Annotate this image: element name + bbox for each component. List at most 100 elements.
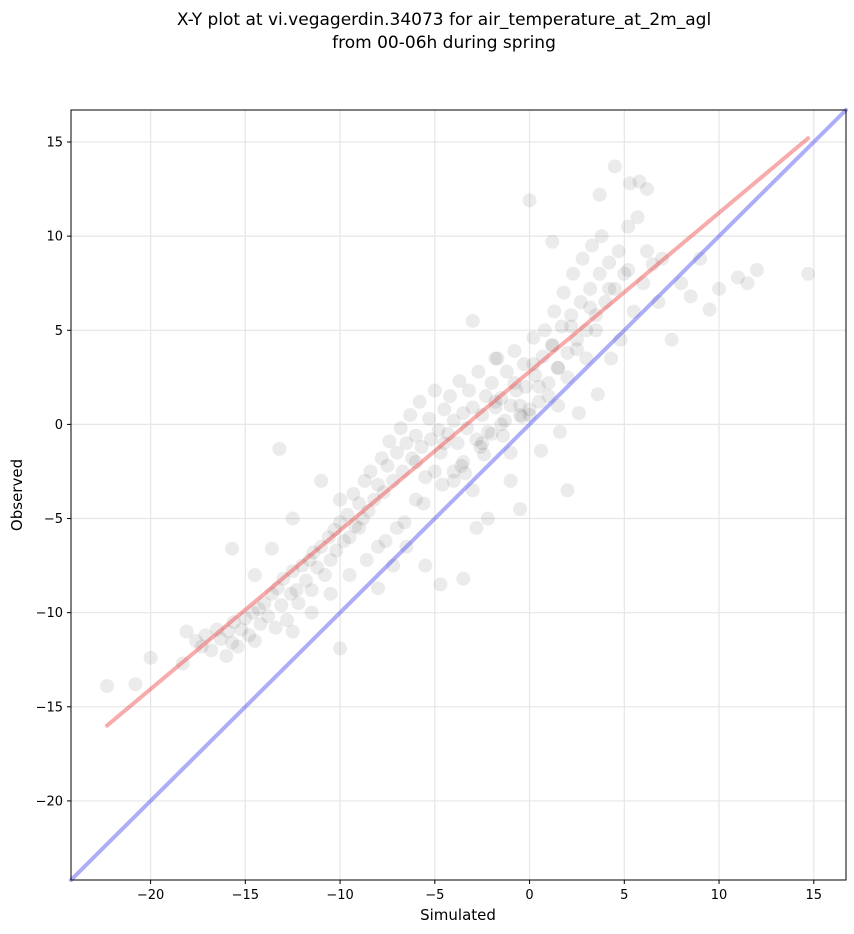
data-point — [456, 571, 471, 586]
data-point — [363, 464, 378, 479]
data-point — [588, 323, 603, 338]
data-point — [458, 466, 473, 481]
data-point — [547, 304, 562, 319]
data-point — [352, 520, 367, 535]
data-point — [234, 622, 249, 637]
data-point — [225, 541, 240, 556]
data-point — [285, 564, 300, 579]
data-point — [545, 234, 560, 249]
data-point — [422, 411, 437, 426]
data-point — [640, 182, 655, 197]
data-point — [528, 368, 543, 383]
data-point — [541, 375, 556, 390]
data-point — [283, 586, 298, 601]
data-point — [513, 398, 528, 413]
data-point — [611, 244, 626, 259]
data-point — [452, 374, 467, 389]
y-tick-label: −20 — [36, 794, 63, 809]
data-point — [683, 289, 698, 304]
data-point — [484, 375, 499, 390]
data-point — [469, 520, 484, 535]
data-point — [370, 581, 385, 596]
data-point — [446, 413, 461, 428]
data-point — [535, 349, 550, 364]
data-point — [321, 530, 336, 545]
data-point — [175, 656, 190, 671]
y-tick-label: −15 — [36, 700, 63, 715]
data-point — [238, 611, 253, 626]
data-point — [560, 370, 575, 385]
data-point — [626, 304, 641, 319]
data-point — [712, 281, 727, 296]
data-point — [456, 455, 471, 470]
data-point — [484, 426, 499, 441]
data-point — [513, 502, 528, 517]
chart-subtitle: from 00-06h during spring — [332, 33, 556, 53]
x-tick-label: −5 — [425, 888, 444, 903]
data-point — [378, 534, 393, 549]
data-point — [545, 338, 560, 353]
data-point — [571, 406, 586, 421]
data-point — [497, 413, 512, 428]
y-axis-label: Observed — [8, 459, 26, 531]
data-point — [348, 519, 363, 534]
data-point — [550, 360, 565, 375]
data-point — [323, 552, 338, 567]
data-point — [342, 568, 357, 583]
data-point — [801, 266, 816, 281]
data-point — [437, 436, 452, 451]
data-point — [264, 541, 279, 556]
data-point — [583, 300, 598, 315]
data-point — [302, 552, 317, 567]
data-point — [607, 159, 622, 174]
data-point — [264, 586, 279, 601]
data-point — [327, 522, 342, 537]
data-point — [221, 624, 236, 639]
data-point — [245, 605, 260, 620]
data-point — [583, 281, 598, 296]
data-point — [509, 383, 524, 398]
data-point — [526, 330, 541, 345]
data-point — [257, 596, 272, 611]
data-point — [374, 451, 389, 466]
data-point — [636, 276, 651, 291]
data-point — [433, 577, 448, 592]
data-point — [488, 400, 503, 415]
data-point — [306, 545, 321, 560]
data-point — [514, 409, 529, 424]
data-point — [395, 464, 410, 479]
data-point — [389, 520, 404, 535]
data-point — [533, 443, 548, 458]
data-point — [291, 596, 306, 611]
data-point — [333, 641, 348, 656]
data-point — [367, 492, 382, 507]
data-point — [389, 445, 404, 460]
data-point — [604, 351, 619, 366]
data-point — [357, 473, 372, 488]
data-point — [397, 515, 412, 530]
data-point — [554, 319, 569, 334]
data-point — [143, 650, 158, 665]
data-point — [518, 379, 533, 394]
grid-lines — [71, 110, 846, 880]
data-point — [380, 458, 395, 473]
data-point — [399, 436, 414, 451]
data-point — [550, 398, 565, 413]
data-point — [564, 319, 579, 334]
data-point — [579, 351, 594, 366]
data-point — [100, 679, 115, 694]
data-point — [550, 360, 565, 375]
data-point — [431, 423, 446, 438]
data-point — [370, 477, 385, 492]
data-point — [435, 477, 450, 492]
data-point — [242, 628, 257, 643]
data-point — [702, 302, 717, 317]
data-point — [454, 458, 469, 473]
data-point — [473, 439, 488, 454]
data-point — [621, 219, 636, 234]
x-tick-label: −10 — [326, 888, 353, 903]
data-point — [247, 633, 262, 648]
data-point — [418, 558, 433, 573]
data-point — [317, 568, 332, 583]
data-point — [730, 270, 745, 285]
